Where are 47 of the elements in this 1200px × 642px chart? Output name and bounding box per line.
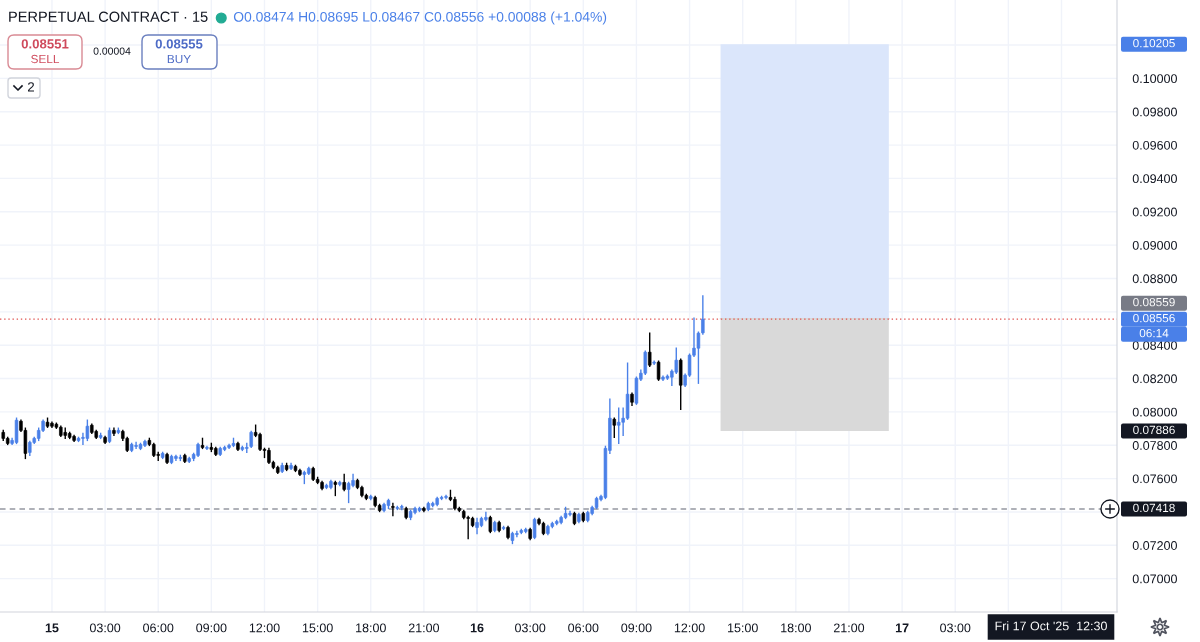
- x-tick-label: 09:00: [621, 623, 652, 633]
- x-tick-label: 03:00: [940, 623, 971, 633]
- y-tick-label: 0.10000: [1132, 74, 1177, 84]
- y-tick-label: 0.09800: [1132, 107, 1177, 117]
- text: PERPETUAL CONTRACT · 15: [9, 11, 208, 22]
- annotation: 0.08555: [155, 39, 203, 49]
- y-tick-label: 0.09600: [1132, 140, 1177, 150]
- y-tick-label: 0.07600: [1132, 474, 1177, 484]
- x-tick-label: 21:00: [833, 623, 865, 633]
- y-tick-label: 0.08400: [1132, 340, 1177, 350]
- annotation: BUY: [167, 54, 191, 64]
- y-tick-label: 0.08800: [1132, 274, 1177, 284]
- x-tick-label: 18:00: [781, 623, 811, 633]
- x-tick-label: 03:00: [515, 623, 546, 633]
- x-tick-label: 09:00: [196, 623, 227, 633]
- x-tick-label: 18:00: [356, 623, 386, 633]
- y-tick-label: 0.09200: [1132, 207, 1177, 217]
- y-tick-label: 0.07200: [1132, 541, 1177, 550]
- text: O0.08474 H0.08695 L0.08467 C0.08556 +0.00088 (+1.04%): [233, 11, 607, 25]
- text: 06:14: [1139, 328, 1169, 338]
- y-tick-label: 0.08000: [1132, 407, 1177, 417]
- annotation: 0.08551: [21, 39, 69, 49]
- y-tick-label: 0.08200: [1132, 374, 1177, 384]
- x-tick-label: 15:00: [302, 623, 333, 633]
- x-tick-label: 17: [895, 623, 909, 633]
- ref-line-label: 0.08556: [1133, 313, 1175, 323]
- x-tick-label: 16: [470, 623, 484, 633]
- ref-line-label: 0.07418: [1133, 503, 1175, 513]
- y-tick-label: 0.09400: [1132, 174, 1177, 184]
- x-tick-label: 15: [45, 623, 59, 633]
- x-tick-label: 03:00: [89, 623, 121, 633]
- text: 0.08559: [1133, 297, 1175, 307]
- x-tick-label: 21:00: [408, 623, 440, 633]
- x-tick-label: 06:00: [568, 623, 599, 633]
- text: 0.07886: [1133, 425, 1175, 435]
- annotation: 2: [28, 82, 35, 92]
- x-tick-label: 12:00: [674, 623, 705, 633]
- annotation: 0.00004: [93, 47, 131, 55]
- y-tick-label: 0.07000: [1132, 574, 1177, 584]
- x-tick-label: 06:00: [143, 623, 174, 633]
- x-tick-label: 12:00: [249, 623, 280, 633]
- annotation: SELL: [31, 54, 60, 64]
- text: Fri 17 Oct '25 12:30: [995, 621, 1107, 631]
- y-tick-label: 0.09000: [1132, 240, 1177, 250]
- x-tick-label: 15:00: [728, 623, 758, 633]
- y-tick-label: 0.07800: [1132, 441, 1177, 450]
- text: 0.10205: [1133, 39, 1175, 48]
